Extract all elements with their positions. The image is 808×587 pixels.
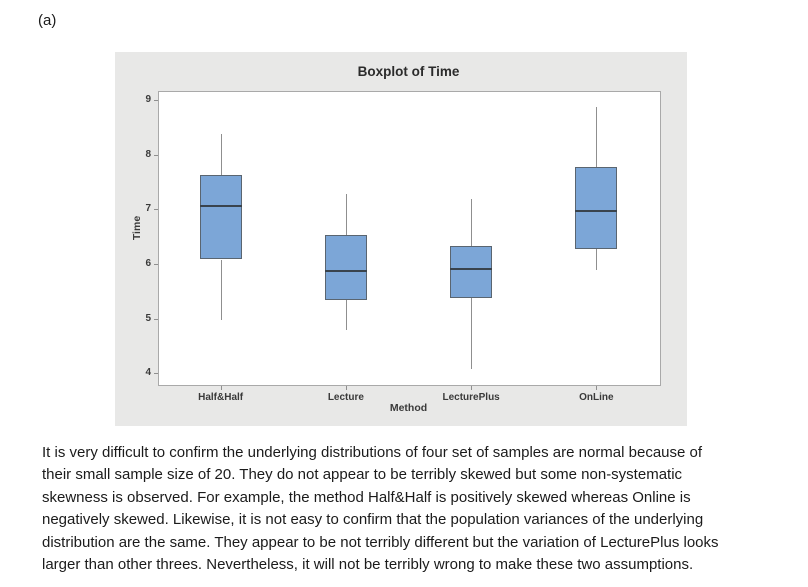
iqr-box: [450, 245, 493, 298]
analysis-line: distribution are the same. They appear t…: [42, 533, 719, 551]
y-tick-label: 8: [145, 148, 151, 160]
whisker-upper: [471, 199, 473, 246]
chart-title: Boxplot of Time: [357, 64, 460, 79]
iqr-box: [575, 166, 618, 249]
y-tick-label: 9: [145, 94, 151, 106]
plot-area: [158, 91, 661, 386]
y-tick-label: 7: [145, 203, 151, 215]
x-tick-mark: [345, 386, 347, 390]
whisker-lower: [220, 259, 222, 320]
analysis-line: It is very difficult to confirm the unde…: [42, 444, 703, 461]
iqr-box: [199, 174, 242, 260]
y-axis-label: Time: [131, 215, 144, 241]
median-line: [450, 267, 493, 270]
x-category-label: LecturePlus: [442, 392, 500, 403]
whisker-upper: [220, 134, 222, 175]
whisker-lower: [471, 297, 473, 369]
whisker-lower: [345, 300, 347, 331]
x-category-label: Half&Half: [198, 392, 244, 403]
iqr-box: [324, 234, 367, 301]
x-category-label: OnLine: [579, 392, 614, 403]
median-line: [324, 270, 367, 273]
analysis-line: negatively skewed. Likewise, it is not e…: [42, 511, 704, 529]
y-tick-label: 4: [145, 367, 151, 379]
y-tick-mark: [154, 100, 158, 102]
y-tick-label: 6: [145, 257, 151, 269]
x-category-label: Lecture: [327, 392, 364, 403]
y-tick-mark: [154, 154, 158, 156]
y-tick-mark: [154, 209, 158, 211]
x-tick-mark: [471, 386, 473, 390]
whisker-lower: [596, 248, 598, 271]
whisker-upper: [596, 106, 598, 167]
analysis-line: larger than other threes. Nevertheless, …: [42, 556, 694, 574]
x-axis-label: Method: [389, 402, 428, 414]
analysis-text: It is very difficult to confirm the unde…: [42, 442, 792, 576]
boxplot-figure: Boxplot of Time Time Method 4 5 6 7 8 9 Half&H…: [115, 52, 687, 426]
analysis-line: their small sample size of 20. They do n…: [42, 466, 683, 484]
y-tick-mark: [154, 373, 158, 375]
median-line: [575, 210, 618, 213]
y-tick-mark: [154, 263, 158, 265]
y-tick-mark: [154, 318, 158, 320]
x-tick-mark: [220, 386, 222, 390]
x-tick-mark: [596, 386, 598, 390]
whisker-upper: [345, 194, 347, 235]
median-line: [199, 204, 242, 207]
part-label: (a): [38, 12, 57, 29]
y-tick-label: 5: [145, 312, 151, 324]
analysis-line: skewness is observed. For example, the m…: [42, 488, 691, 506]
